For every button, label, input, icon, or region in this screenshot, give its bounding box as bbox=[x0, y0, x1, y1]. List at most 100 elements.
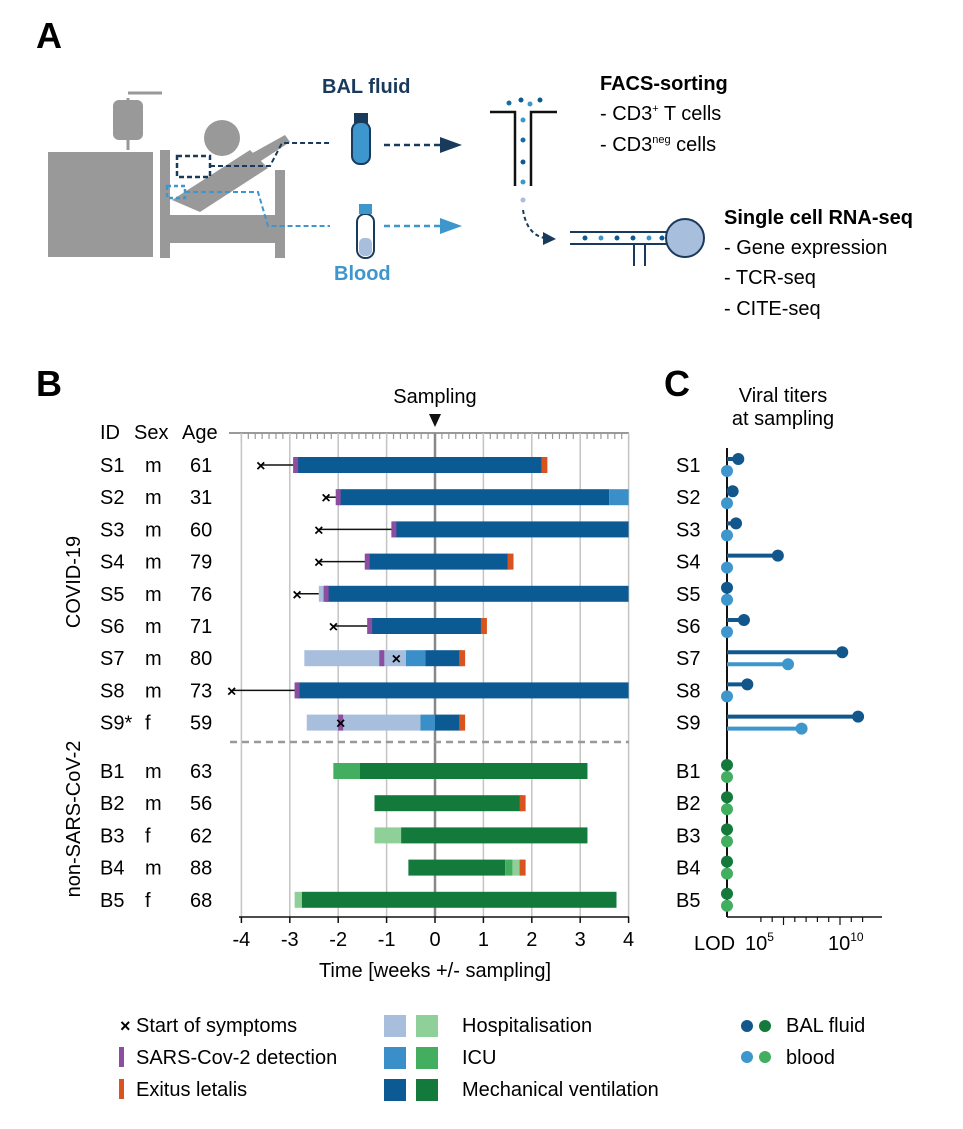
patient-id: S1 bbox=[100, 455, 124, 477]
stay-bar-mv bbox=[326, 585, 629, 602]
patient-sex: f bbox=[145, 825, 151, 847]
symptom-start-marker: × bbox=[292, 587, 301, 604]
detection-marker bbox=[391, 521, 397, 538]
detection-marker bbox=[293, 457, 299, 473]
exitus-marker bbox=[519, 795, 526, 812]
patient-id: S9* bbox=[100, 713, 132, 735]
patient-id: S2 bbox=[100, 487, 124, 509]
legend-bal-covid-dot bbox=[741, 1020, 753, 1032]
blood-titer-point bbox=[721, 899, 733, 912]
bal-titer-point bbox=[721, 791, 733, 804]
group-label-covid: COVID-19 bbox=[63, 536, 85, 628]
patient-head-icon bbox=[204, 120, 240, 156]
detection-marker bbox=[379, 650, 385, 667]
patient-arm bbox=[240, 135, 290, 168]
titer-row-label: S5 bbox=[676, 584, 700, 606]
patient-sex: m bbox=[145, 487, 162, 509]
sampling-label: Sampling bbox=[393, 386, 476, 408]
blood-titer-point bbox=[795, 722, 808, 735]
legend-detection: SARS-Cov-2 detection bbox=[136, 1047, 337, 1069]
sc-item-tcr-seq: - TCR-seq bbox=[724, 267, 816, 289]
bal-titer-point bbox=[726, 485, 739, 498]
bal-titer-point bbox=[732, 453, 745, 465]
detection-marker bbox=[323, 585, 329, 602]
patient-id: S3 bbox=[100, 519, 124, 541]
exitus-marker bbox=[459, 650, 466, 667]
exitus-marker bbox=[519, 859, 526, 876]
patient-id: B1 bbox=[100, 761, 124, 783]
bal-titer-point bbox=[836, 646, 849, 659]
patient-sex: m bbox=[145, 680, 162, 702]
group-label-non-covid: non-SARS-CoV-2 bbox=[63, 741, 85, 898]
patient-sex: m bbox=[145, 761, 162, 783]
bal-titer-point bbox=[721, 823, 733, 836]
bal-tube-icon bbox=[351, 113, 371, 165]
bal-fluid-label: BAL fluid bbox=[322, 76, 411, 98]
x-tick-label: 3 bbox=[575, 929, 586, 951]
symptom-start-marker: × bbox=[321, 490, 330, 507]
sampling-arrow bbox=[429, 414, 441, 427]
x-tick-label: -2 bbox=[329, 929, 347, 951]
patient-age: 31 bbox=[190, 487, 212, 509]
stay-bar-mv bbox=[401, 827, 588, 844]
stay-bar-hosp bbox=[306, 714, 421, 731]
header-age: Age bbox=[182, 422, 218, 444]
patient-sex: m bbox=[145, 519, 162, 541]
patient-id: S4 bbox=[100, 552, 124, 574]
legend-icu-non-swatch bbox=[416, 1047, 438, 1069]
blood-titer-point bbox=[721, 835, 733, 848]
sc-item-cite-seq: - CITE-seq bbox=[724, 298, 821, 320]
facs-title: FACS-sorting bbox=[600, 73, 728, 95]
symptom-start-marker: × bbox=[329, 619, 338, 636]
facs-to-seq-arrow-head bbox=[543, 232, 556, 245]
blood-titer-point bbox=[721, 867, 733, 880]
patient-age: 79 bbox=[190, 552, 212, 574]
legend-hospitalisation: Hospitalisation bbox=[462, 1015, 592, 1037]
patient-age: 62 bbox=[190, 825, 212, 847]
bedside-table bbox=[48, 152, 153, 257]
legend-exitus: Exitus letalis bbox=[136, 1079, 247, 1101]
titer-row-label: S8 bbox=[676, 680, 700, 702]
titer-row-label: S2 bbox=[676, 487, 700, 509]
titer-row-label: S7 bbox=[676, 648, 700, 670]
patient-id: S8 bbox=[100, 680, 124, 702]
stay-bar-hosp bbox=[304, 650, 380, 667]
patient-sex: m bbox=[145, 793, 162, 815]
bal-titer-point bbox=[852, 710, 865, 723]
blood-titer-point bbox=[721, 465, 733, 477]
patient-age: 76 bbox=[190, 584, 212, 606]
bal-titer-point bbox=[721, 759, 733, 771]
microfluidic-chip-icon bbox=[570, 218, 705, 266]
patient-age: 60 bbox=[190, 519, 212, 541]
patient-id: B2 bbox=[100, 793, 124, 815]
stay-bar-hosp bbox=[294, 891, 302, 908]
x-tick-label: 4 bbox=[623, 929, 634, 951]
legend-mechanical-ventilation: Mechanical ventilation bbox=[462, 1079, 659, 1101]
blood-titer-point bbox=[721, 626, 733, 638]
stay-bar-mv bbox=[369, 618, 484, 634]
symptom-start-marker: × bbox=[256, 458, 265, 475]
x-tick-label: 0 bbox=[429, 929, 440, 951]
blood-titer-point bbox=[721, 771, 733, 783]
header-id: ID bbox=[100, 422, 120, 444]
titer-row-label: B3 bbox=[676, 825, 700, 847]
patient-age: 63 bbox=[190, 761, 212, 783]
blood-path-line bbox=[185, 191, 330, 227]
titer-title-line2: at sampling bbox=[732, 408, 834, 430]
patient-id: S7 bbox=[100, 648, 124, 670]
bal-titer-point bbox=[721, 887, 733, 900]
iv-bag-icon bbox=[113, 100, 143, 140]
legend: × Start of symptoms SARS-Cov-2 detection… bbox=[119, 1015, 865, 1101]
patient-age: 73 bbox=[190, 680, 212, 702]
bed-frame bbox=[160, 215, 285, 243]
patient-sex: m bbox=[145, 455, 162, 477]
patient-id: B4 bbox=[100, 858, 124, 880]
x-tick-label: 1 bbox=[478, 929, 489, 951]
legend-blood: blood bbox=[786, 1047, 835, 1069]
stay-bar-mv bbox=[435, 714, 462, 731]
stay-bar-mv bbox=[338, 489, 610, 506]
facs-item-cd3pos: - CD3+ T cells bbox=[600, 103, 721, 125]
exitus-marker bbox=[507, 553, 514, 570]
stay-bar-icu bbox=[405, 650, 426, 667]
x-axis-label: Time [weeks +/- sampling] bbox=[319, 960, 551, 982]
